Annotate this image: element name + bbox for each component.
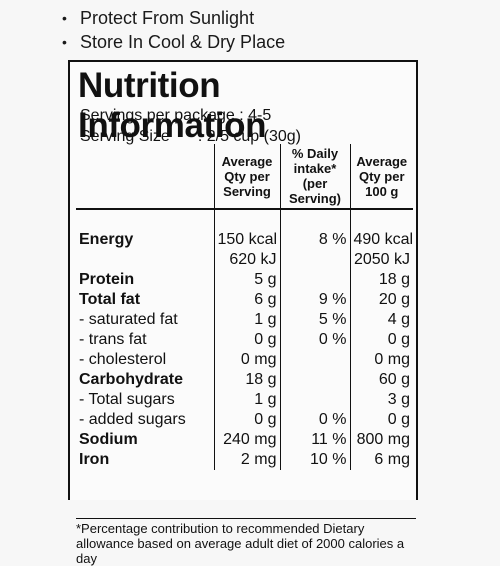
nutrient-name: Energy xyxy=(79,231,134,248)
storage-note-text: Store In Cool & Dry Place xyxy=(80,32,286,52)
daily-intake: 5 % xyxy=(279,310,350,330)
table-row: 620 kJ 2050 kJ xyxy=(76,250,413,270)
qty-per-100g: 4 g xyxy=(349,310,413,330)
qty-per-100g: 20 g xyxy=(349,290,413,310)
nutrient-name: - trans fat xyxy=(79,331,147,348)
panel-title: Nutrition Information xyxy=(78,66,267,145)
qty-per-serving: 0 g xyxy=(213,410,280,430)
qty-per-100g: 18 g xyxy=(349,270,413,290)
qty-per-100g: 3 g xyxy=(349,390,413,410)
daily-intake: 11 % xyxy=(279,430,350,450)
qty-per-serving: 0 mg xyxy=(213,350,280,370)
qty-per-serving: 18 g xyxy=(213,370,280,390)
table-row: Sodium 240 mg 11 % 800 mg xyxy=(76,430,413,450)
table-body: Energy 150 kcal 8 % 490 kcal 620 kJ 2050 kJ Pr… xyxy=(76,209,413,470)
qty-per-100g: 490 kcal xyxy=(349,230,413,250)
qty-per-serving: 1 g xyxy=(213,310,280,330)
storage-notes: • Protect From Sunlight • Store In Cool … xyxy=(62,6,482,54)
daily-intake: 8 % xyxy=(279,230,350,250)
nutrient-name: Sodium xyxy=(79,431,138,448)
nutrition-panel: Nutrition Information Servings per packa… xyxy=(68,60,418,566)
qty-per-serving: 240 mg xyxy=(213,430,280,450)
qty-per-serving: 150 kcal xyxy=(213,230,280,250)
nutrient-name: - added sugars xyxy=(79,411,186,428)
qty-per-100g: 0 g xyxy=(349,410,413,430)
qty-per-serving: 5 g xyxy=(213,270,280,290)
qty-per-100g: 0 g xyxy=(349,330,413,350)
nutrient-name: - cholesterol xyxy=(79,351,167,368)
footnote: *Percentage contribution to recommended … xyxy=(76,518,416,566)
daily-intake xyxy=(279,370,350,390)
qty-per-100g: 6 mg xyxy=(349,450,413,470)
header-avg-100g: Average Qty per 100 g xyxy=(349,144,413,210)
table-row: Protein 5 g 18 g xyxy=(76,270,413,290)
daily-intake: 9 % xyxy=(279,290,350,310)
storage-note: • Protect From Sunlight xyxy=(62,6,482,30)
spacer-row xyxy=(76,209,413,230)
qty-per-serving: 0 g xyxy=(213,330,280,350)
daily-intake: 10 % xyxy=(279,450,350,470)
daily-intake xyxy=(279,250,350,270)
qty-per-100g: 800 mg xyxy=(349,430,413,450)
bullet-icon: • xyxy=(62,10,67,26)
table-row: - cholesterol 0 mg 0 mg xyxy=(76,350,413,370)
serving-size-value: : 2/5 cup (30g) xyxy=(197,128,301,145)
nutrient-name: - saturated fat xyxy=(79,311,178,328)
nutrition-table: Average Qty per Serving % Daily intake* … xyxy=(76,144,413,470)
servings-per-package: Servings per package : 4-5 xyxy=(80,107,272,124)
nutrient-name xyxy=(76,250,214,270)
table-row: Carbohydrate 18 g 60 g xyxy=(76,370,413,390)
header-daily-intake: % Daily intake* (per Serving) xyxy=(279,144,350,210)
header-avg-serving: Average Qty per Serving xyxy=(213,144,280,210)
storage-note: • Store In Cool & Dry Place xyxy=(62,30,482,54)
qty-per-100g: 0 mg xyxy=(349,350,413,370)
bullet-icon: • xyxy=(62,34,67,50)
nutrient-name: Iron xyxy=(79,451,110,468)
daily-intake xyxy=(279,390,350,410)
nutrient-name: Protein xyxy=(79,271,135,288)
table-row: Energy 150 kcal 8 % 490 kcal xyxy=(76,230,413,250)
qty-per-serving: 6 g xyxy=(213,290,280,310)
table-row: - Total sugars 1 g 3 g xyxy=(76,390,413,410)
daily-intake: 0 % xyxy=(279,330,350,350)
daily-intake: 0 % xyxy=(279,410,350,430)
nutrient-name: Total fat xyxy=(79,291,141,308)
daily-intake xyxy=(279,350,350,370)
qty-per-100g: 2050 kJ xyxy=(349,250,413,270)
nutrient-name: - Total sugars xyxy=(79,391,175,408)
header-row: Average Qty per Serving % Daily intake* … xyxy=(76,144,413,210)
qty-per-100g: 60 g xyxy=(349,370,413,390)
qty-per-serving: 1 g xyxy=(213,390,280,410)
daily-intake xyxy=(279,270,350,290)
table-row: Iron 2 mg 10 % 6 mg xyxy=(76,450,413,470)
serving-size-label: Serving Size xyxy=(80,128,170,145)
serving-size: Serving Size : 2/5 cup (30g) xyxy=(80,127,301,147)
qty-per-serving: 620 kJ xyxy=(213,250,280,270)
qty-per-serving: 2 mg xyxy=(213,450,280,470)
nutrient-name: Carbohydrate xyxy=(79,371,184,388)
storage-note-text: Protect From Sunlight xyxy=(80,8,255,28)
header-blank xyxy=(76,144,214,210)
